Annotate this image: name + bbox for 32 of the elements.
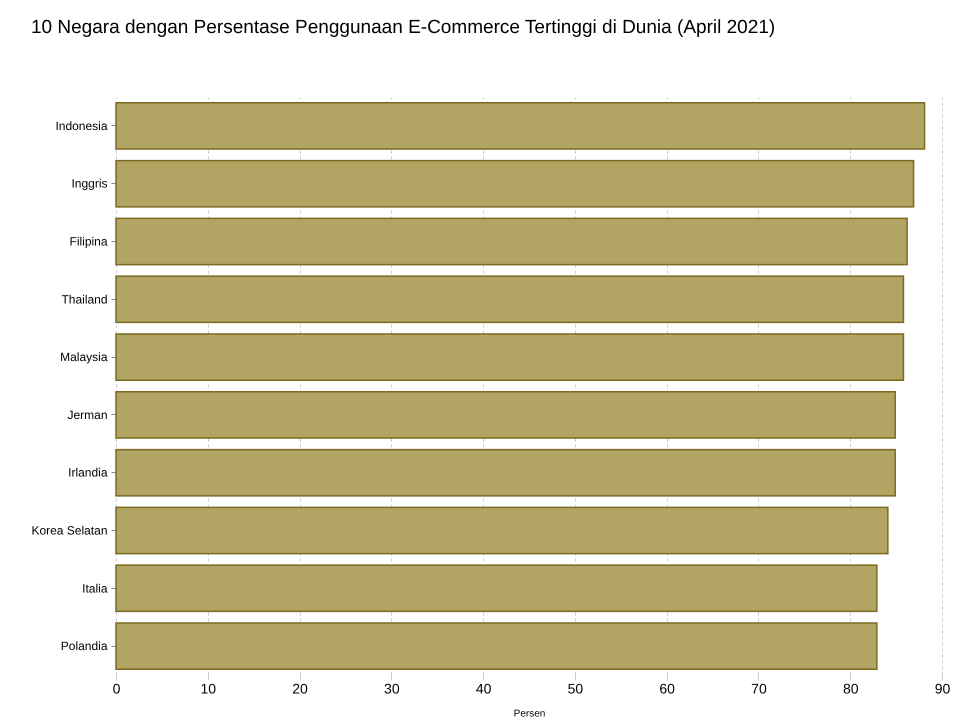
y-tick-label: Inggris	[71, 176, 108, 191]
y-tick-label: Indonesia	[55, 118, 108, 133]
y-tick-label: Polandia	[60, 639, 108, 654]
bar	[115, 102, 926, 150]
bar	[115, 218, 908, 266]
x-tick-label: 10	[200, 680, 216, 696]
x-tick-label: 0	[112, 680, 121, 696]
bar	[115, 391, 896, 439]
y-tick-label: Jerman	[67, 408, 108, 422]
y-tick-label: Malaysia	[60, 350, 108, 364]
bar	[115, 275, 904, 324]
x-tick-label: 20	[292, 680, 308, 696]
y-tick-label: Italia	[82, 581, 108, 596]
bar	[115, 622, 878, 670]
chart-title: 10 Negara dengan Persentase Penggunaan E-Commerce Tertinggi di Dunia (April 2021)	[30, 17, 776, 38]
y-tick-label: Filipina	[69, 234, 108, 248]
x-tick-label: 80	[842, 680, 859, 696]
x-tick-label: 40	[476, 680, 492, 696]
bar	[115, 448, 896, 497]
x-tick-label: 50	[568, 680, 584, 696]
x-tick-label: 30	[384, 680, 400, 696]
y-tick-label: Korea Selatan	[31, 524, 108, 538]
x-tick-label: 90	[934, 680, 950, 696]
y-tick-label: Thailand	[61, 292, 108, 306]
x-tick-label: 60	[659, 680, 676, 696]
bar	[115, 333, 904, 381]
x-tick-label: 70	[751, 680, 767, 696]
bar	[115, 506, 889, 554]
bar	[115, 160, 914, 208]
y-tick-label: Irlandia	[68, 466, 108, 480]
bar	[115, 564, 878, 612]
x-axis-title: Persen	[514, 708, 546, 720]
